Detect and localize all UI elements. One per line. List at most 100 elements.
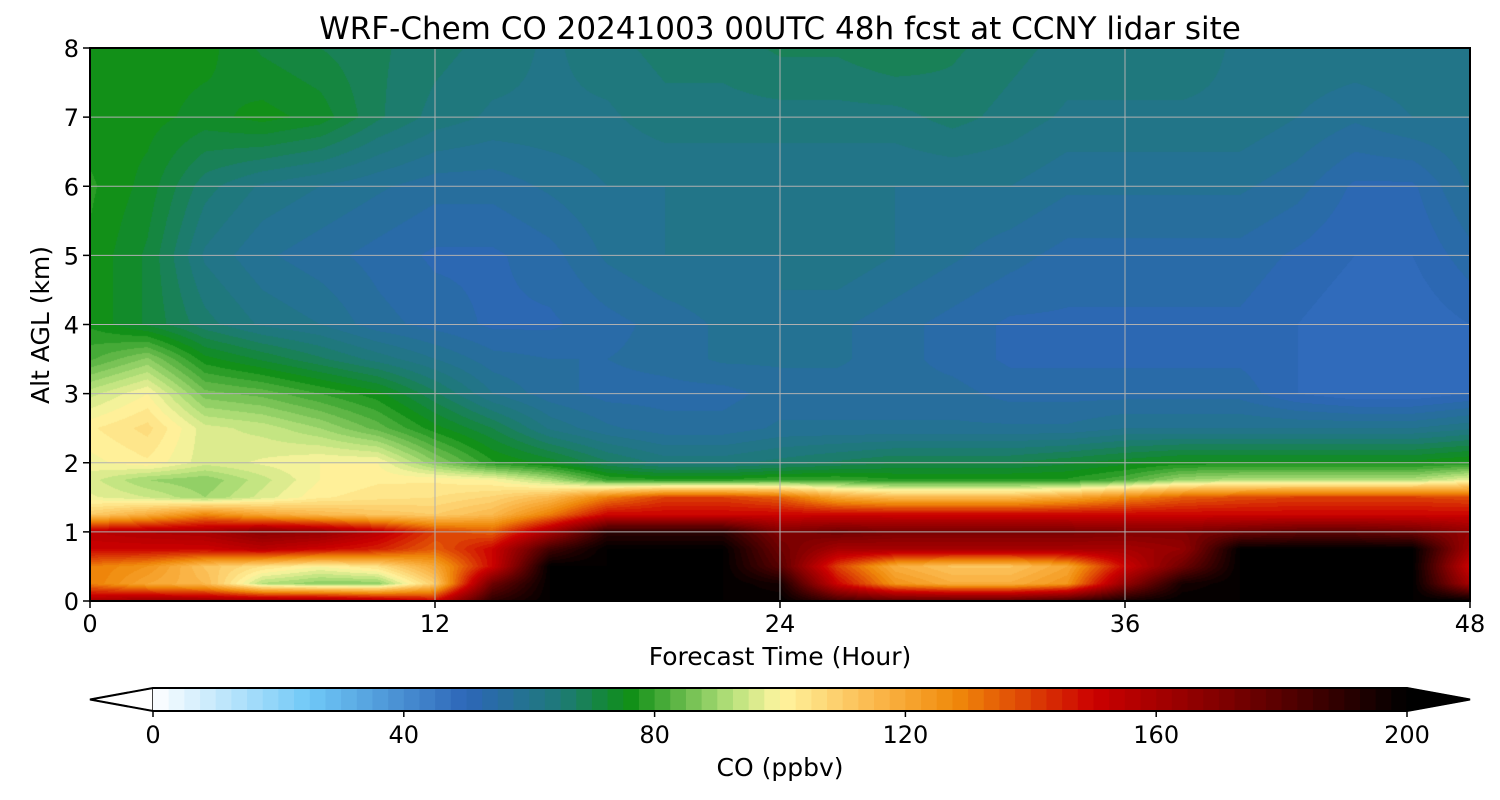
- colorbar-swatch: [732, 688, 750, 711]
- colorbar-swatch: [1344, 688, 1361, 711]
- colorbar-tick-label: 0: [145, 721, 160, 749]
- colorbar-swatch: [1281, 688, 1298, 711]
- colorbar-swatch: [874, 688, 891, 711]
- colorbar-swatch: [435, 688, 452, 711]
- colorbar-swatch: [607, 688, 624, 711]
- colorbar-swatch: [1109, 688, 1126, 711]
- colorbar-swatch: [1359, 688, 1377, 711]
- colorbar-swatch: [968, 688, 985, 711]
- y-tick-label: 1: [64, 519, 79, 547]
- colorbar-swatch: [1297, 688, 1314, 711]
- colorbar-tick-label: 160: [1133, 721, 1179, 749]
- colorbar-tick-label: 40: [389, 721, 420, 749]
- y-tick-label: 7: [64, 104, 79, 132]
- y-axis: 0 1 2 3 4 5 6 7 8: [64, 35, 90, 616]
- colorbar-swatch: [576, 688, 593, 711]
- x-axis-label: Forecast Time (Hour): [649, 642, 912, 671]
- colorbar-swatch: [1124, 688, 1142, 711]
- colorbar-swatch: [356, 688, 374, 711]
- colorbar-over-extension: [1406, 687, 1471, 712]
- colorbar-swatch: [278, 688, 295, 711]
- colorbar-swatch: [1391, 688, 1408, 711]
- colorbar-swatch: [921, 688, 938, 711]
- colorbar-swatch: [1234, 688, 1251, 711]
- y-tick-label: 6: [64, 173, 79, 201]
- grid-lines: [90, 48, 1470, 601]
- colorbar-swatch: [654, 688, 671, 711]
- colorbar-swatch: [294, 688, 311, 711]
- colorbar-swatch: [811, 688, 828, 711]
- colorbar-swatch: [513, 688, 530, 711]
- colorbar-swatch: [764, 688, 781, 711]
- x-tick-label: 48: [1455, 610, 1486, 638]
- colorbar-swatch: [482, 688, 499, 711]
- colorbar-swatch: [1187, 688, 1204, 711]
- colorbar-swatch: [466, 688, 483, 711]
- colorbar-ticks: 0 40 80 120 160 200: [145, 711, 1430, 749]
- chart-title: WRF-Chem CO 20241003 00UTC 48h fcst at C…: [319, 11, 1241, 47]
- x-axis: 0 12 24 36 48: [82, 601, 1485, 638]
- colorbar-swatch: [544, 688, 562, 711]
- colorbar-swatch: [670, 688, 687, 711]
- colorbar-swatch: [889, 688, 906, 711]
- colorbar-swatch: [952, 688, 969, 711]
- y-tick-label: 5: [64, 242, 79, 270]
- y-tick-label: 4: [64, 312, 79, 340]
- colorbar-swatch: [1046, 688, 1063, 711]
- colorbar-swatches: [153, 688, 1408, 711]
- x-tick-label: 36: [1110, 610, 1141, 638]
- colorbar-swatch: [1062, 688, 1079, 711]
- y-tick-label: 8: [64, 35, 79, 63]
- colorbar-swatch: [529, 688, 546, 711]
- colorbar-swatch: [341, 688, 358, 711]
- colorbar-swatch: [1171, 688, 1189, 711]
- colorbar-tick-label: 80: [639, 721, 670, 749]
- colorbar-swatch: [1265, 688, 1283, 711]
- colorbar-swatch: [795, 688, 812, 711]
- colorbar-swatch: [748, 688, 765, 711]
- colorbar-swatch: [325, 688, 342, 711]
- colorbar-tick-label: 120: [882, 721, 928, 749]
- colorbar-swatch: [215, 688, 232, 711]
- colorbar-swatch: [842, 688, 859, 711]
- colorbar-swatch: [827, 688, 844, 711]
- colorbar-swatch: [717, 688, 734, 711]
- colorbar-swatch: [403, 688, 421, 711]
- x-tick-label: 0: [82, 610, 97, 638]
- colorbar-swatch: [1156, 688, 1173, 711]
- colorbar-swatch: [1140, 688, 1157, 711]
- colorbar-swatch: [419, 688, 436, 711]
- colorbar-swatch: [685, 688, 703, 711]
- colorbar-swatch: [309, 688, 327, 711]
- colorbar-swatch: [388, 688, 405, 711]
- colorbar-swatch: [780, 688, 797, 711]
- colorbar-swatch: [999, 688, 1016, 711]
- colorbar-swatch: [200, 688, 217, 711]
- colorbar-swatch: [936, 688, 954, 711]
- colorbar-swatch: [450, 688, 468, 711]
- colorbar-swatch: [983, 688, 1001, 711]
- y-tick-label: 2: [64, 450, 79, 478]
- colorbar-swatch: [858, 688, 875, 711]
- colorbar-swatch: [1328, 688, 1345, 711]
- colorbar-swatch: [247, 688, 264, 711]
- colorbar-swatch: [153, 688, 170, 711]
- x-tick-label: 24: [765, 610, 796, 638]
- colorbar-swatch: [1312, 688, 1330, 711]
- colorbar-swatch: [905, 688, 922, 711]
- colorbar-swatch: [372, 688, 389, 711]
- colorbar-swatch: [701, 688, 718, 711]
- colorbar: 0 40 80 120 160 200 CO (ppbv): [89, 687, 1471, 782]
- colorbar-swatch: [638, 688, 656, 711]
- colorbar-swatch: [1093, 688, 1110, 711]
- colorbar-swatch: [623, 688, 640, 711]
- colorbar-swatch: [1218, 688, 1236, 711]
- y-tick-label: 3: [64, 381, 79, 409]
- colorbar-swatch: [591, 688, 609, 711]
- colorbar-label: CO (ppbv): [717, 753, 844, 782]
- colorbar-swatch: [1077, 688, 1095, 711]
- x-tick-label: 12: [420, 610, 451, 638]
- colorbar-swatch: [262, 688, 279, 711]
- colorbar-swatch: [560, 688, 577, 711]
